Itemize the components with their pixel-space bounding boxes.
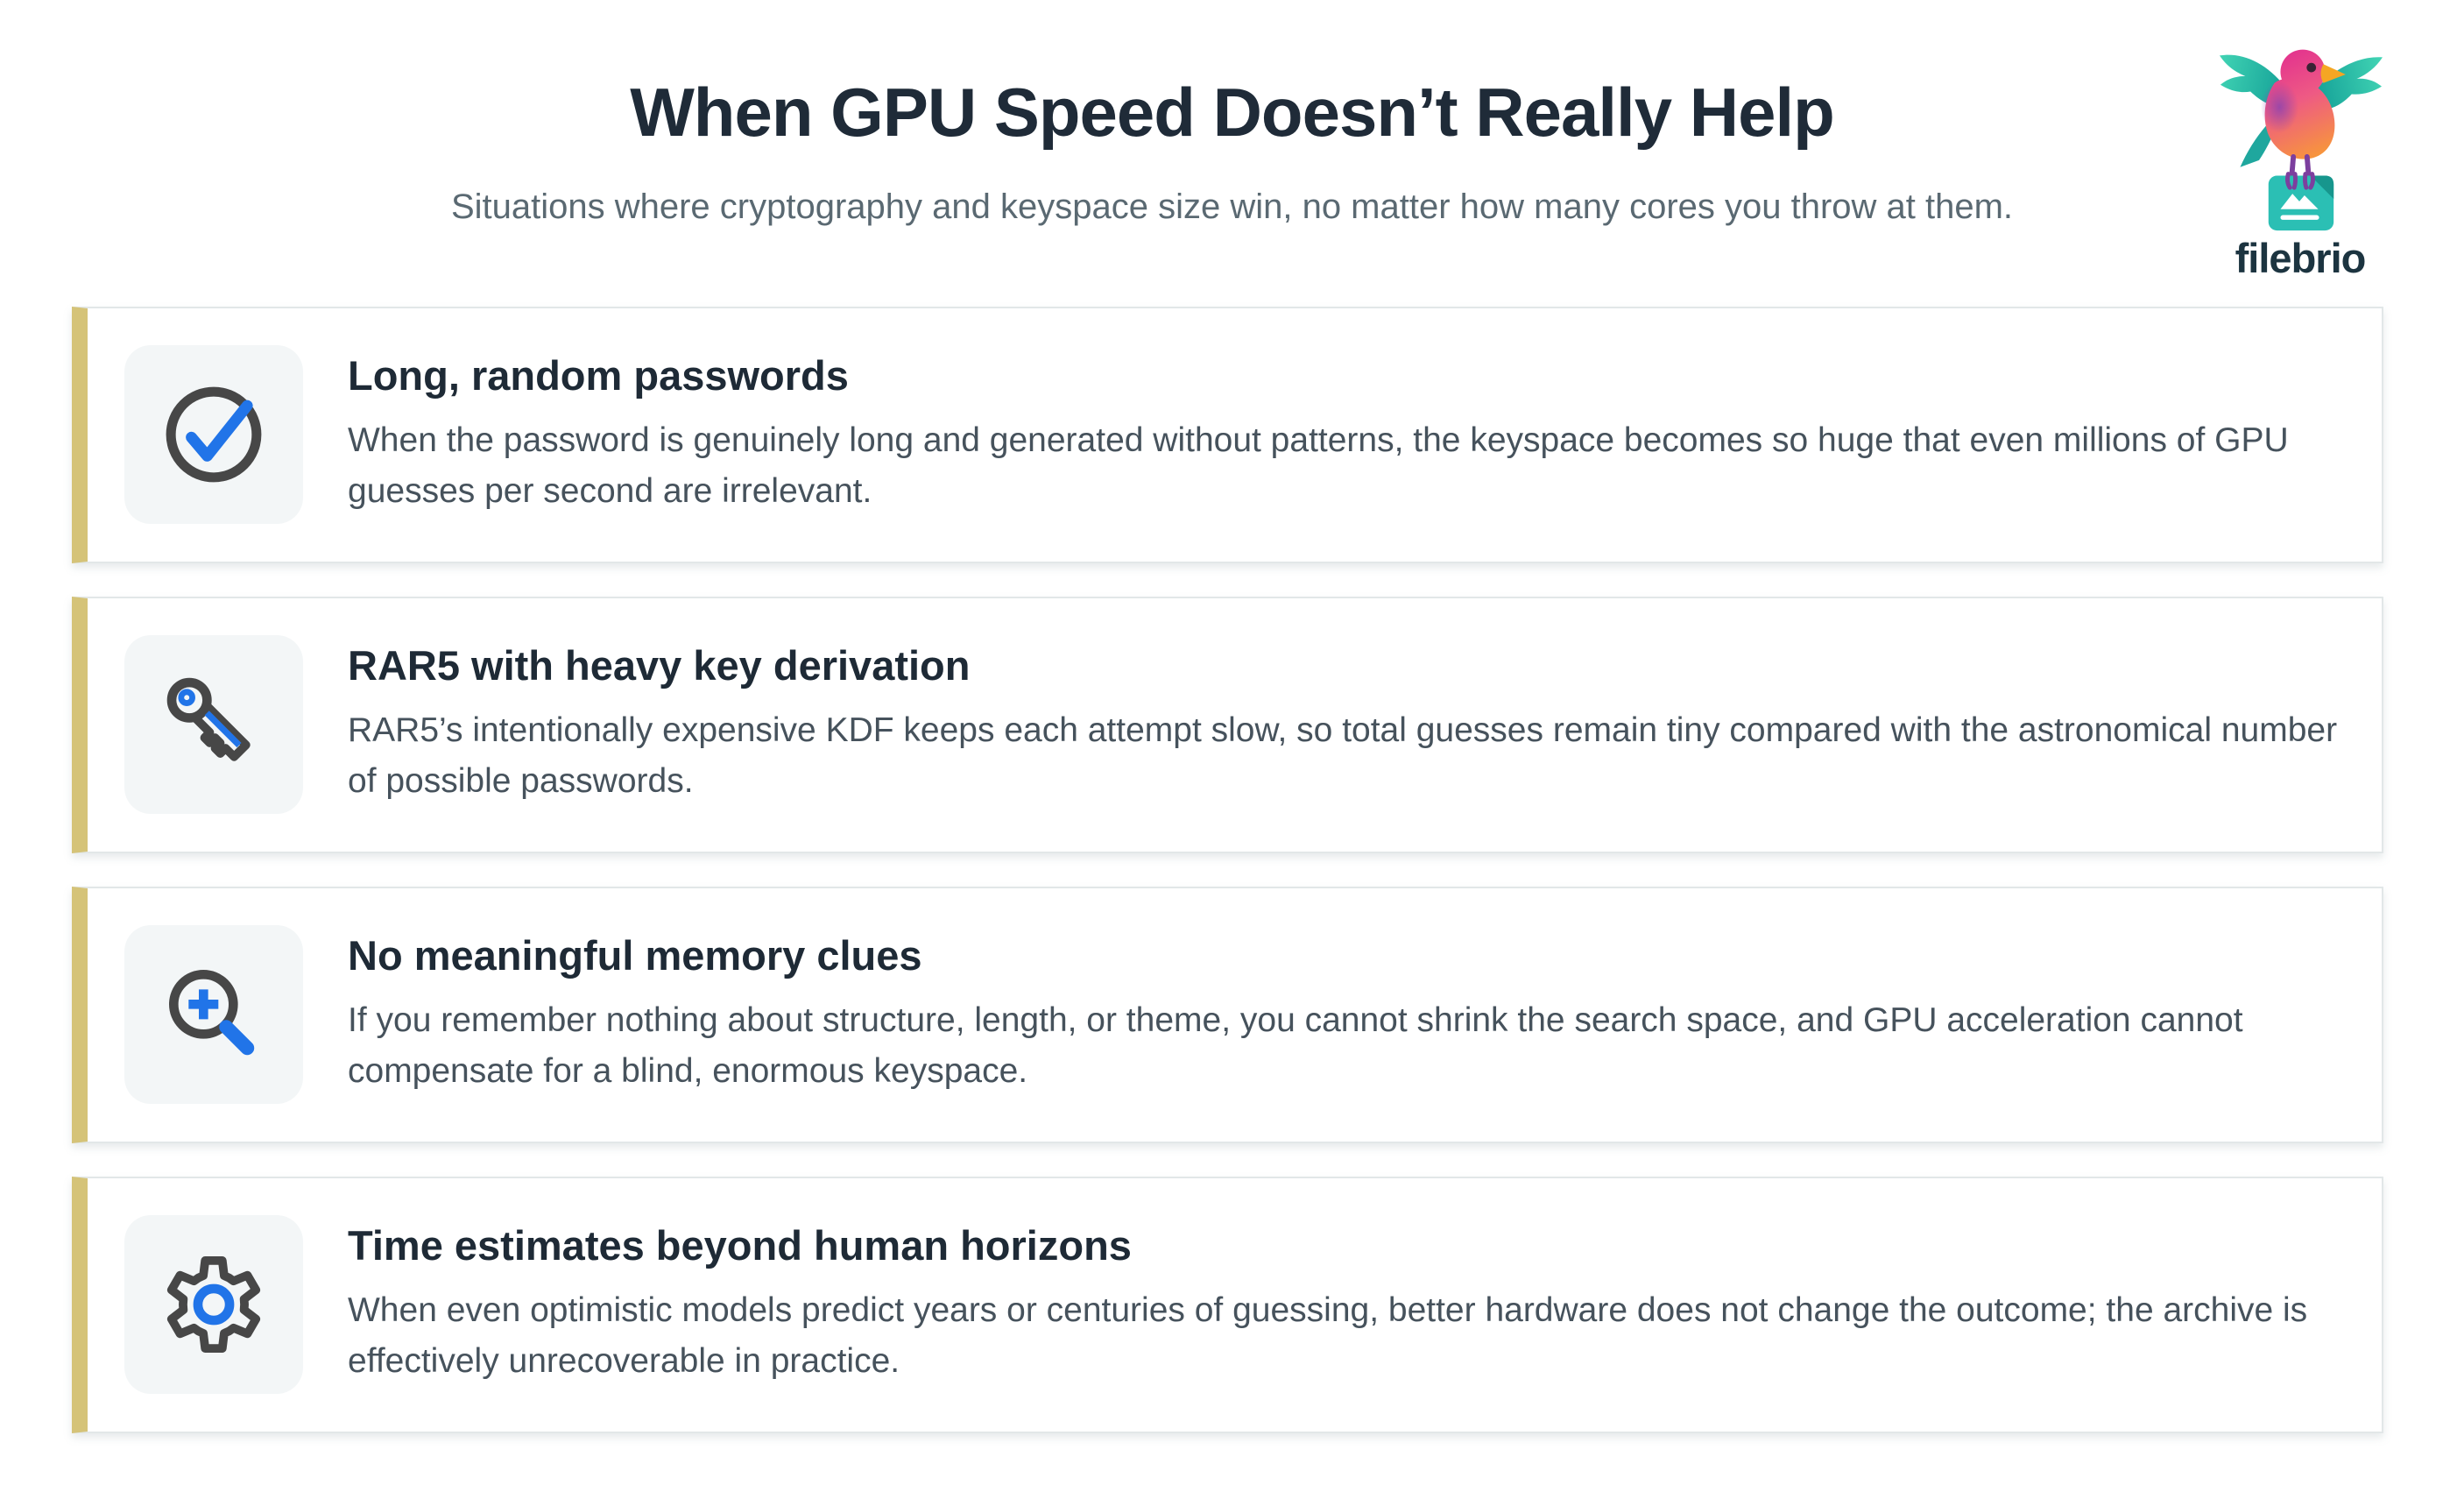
magnifier-plus-icon xyxy=(124,925,303,1105)
check-circle-icon xyxy=(124,345,303,525)
card-content: RAR5 with heavy key derivation RAR5’s in… xyxy=(348,642,2340,808)
page-subtitle: Situations where cryptography and keyspa… xyxy=(450,187,2014,226)
key-icon xyxy=(124,635,303,815)
card-rar5-heavy-key-derivation: RAR5 with heavy key derivation RAR5’s in… xyxy=(72,596,2383,853)
card-long-random-passwords: Long, random passwords When the password… xyxy=(72,306,2383,563)
card-title: No meaningful memory clues xyxy=(348,931,922,979)
card-description: When the password is genuinely long and … xyxy=(348,421,2289,511)
card-description: If you remember nothing about structure,… xyxy=(348,1000,2243,1091)
card-description: When even optimistic models predict year… xyxy=(348,1290,2308,1381)
brand-logo: filebrio xyxy=(2199,32,2401,282)
cards-list: Long, random passwords When the password… xyxy=(72,306,2383,1433)
card-title: Time estimates beyond human horizons xyxy=(348,1221,1132,1269)
card-description: RAR5’s intentionally expensive KDF keeps… xyxy=(348,711,2338,801)
card-content: Long, random passwords When the password… xyxy=(348,352,2340,518)
card-content: Time estimates beyond human horizons Whe… xyxy=(348,1222,2340,1388)
filebrio-bird-on-file-icon xyxy=(2219,49,2383,231)
card-no-meaningful-memory-clues: No meaningful memory clues If you rememb… xyxy=(72,886,2383,1143)
brand-name: filebrio xyxy=(2235,235,2367,281)
header: When GPU Speed Doesn’t Really Help Situa… xyxy=(0,0,2464,281)
card-time-estimates-beyond-horizons: Time estimates beyond human horizons Whe… xyxy=(72,1176,2383,1433)
gear-icon xyxy=(124,1215,303,1395)
card-title: Long, random passwords xyxy=(348,351,849,399)
card-title: RAR5 with heavy key derivation xyxy=(348,641,971,689)
page-title: When GPU Speed Doesn’t Really Help xyxy=(630,74,1835,151)
card-content: No meaningful memory clues If you rememb… xyxy=(348,932,2340,1098)
